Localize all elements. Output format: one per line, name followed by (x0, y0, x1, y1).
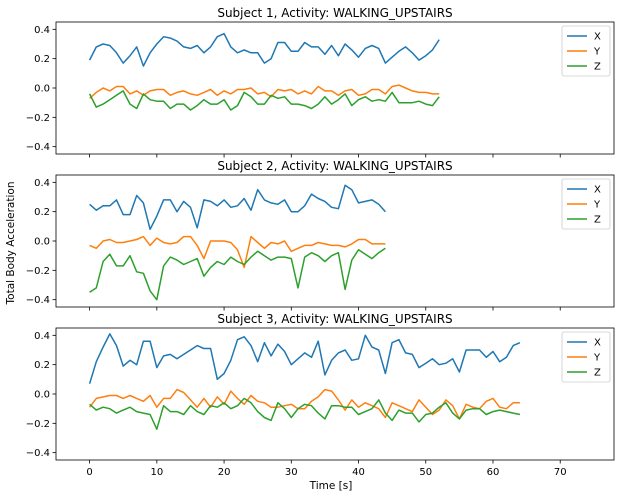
x-tick-label: 50 (419, 467, 432, 478)
x-tick-label: 60 (487, 467, 500, 478)
x-tick-label: 40 (352, 467, 365, 478)
x-tick-label: 10 (150, 467, 163, 478)
legend-label-x: X (594, 338, 601, 349)
legend-label-y: Y (593, 47, 601, 58)
chart-title: Subject 1, Activity: WALKING_UPSTAIRS (217, 6, 452, 20)
legend-label-z: Z (594, 62, 601, 73)
series-line-y (89, 388, 520, 420)
chart-panels: Subject 1, Activity: WALKING_UPSTAIRS −0.… (26, 6, 615, 478)
legend-label-x: X (594, 185, 601, 196)
y-tick-label: 0.0 (34, 390, 50, 401)
y-tick-label: 0.2 (34, 360, 50, 371)
series-line-z (89, 247, 386, 301)
figure-xlabel: Time [s] (309, 480, 353, 492)
y-tick-label: 0.2 (34, 207, 50, 218)
x-tick-label: 30 (285, 467, 298, 478)
plot-frame (55, 174, 615, 308)
plot-frame (55, 327, 615, 461)
series-line-x (89, 184, 386, 231)
x-tick-label: 70 (554, 467, 567, 478)
y-tick-label: −0.4 (26, 142, 50, 153)
y-tick-label: −0.2 (26, 266, 50, 277)
legend: XYZ (561, 331, 611, 383)
x-tick-label: 20 (218, 467, 231, 478)
y-tick-label: 0.0 (34, 237, 50, 248)
series-line-x (88, 32, 440, 67)
series-line-z (88, 90, 440, 111)
figure-ylabel: Total Body Acceleration (5, 182, 17, 306)
chart-panel-2: Subject 2, Activity: WALKING_UPSTAIRS −0.… (26, 159, 615, 311)
y-tick-label: −0.4 (26, 295, 50, 306)
series-line-y (89, 84, 440, 99)
series-line-x (88, 333, 521, 384)
chart-title: Subject 2, Activity: WALKING_UPSTAIRS (217, 159, 452, 173)
legend: XYZ (561, 178, 611, 230)
chart-panel-3: Subject 3, Activity: WALKING_UPSTAIRS −0.… (26, 312, 615, 478)
legend-label-z: Z (594, 215, 601, 226)
chart-panel-1: Subject 1, Activity: WALKING_UPSTAIRS −0.… (26, 6, 615, 158)
y-tick-label: −0.4 (26, 448, 50, 459)
series-line-y (89, 235, 386, 269)
y-tick-label: −0.2 (26, 113, 50, 124)
series-line-z (89, 397, 521, 430)
legend-label-z: Z (594, 368, 601, 379)
legend-label-y: Y (593, 200, 601, 211)
y-tick-label: 0.4 (34, 25, 50, 36)
x-tick-label: 0 (86, 467, 92, 478)
legend-label-x: X (594, 32, 601, 43)
y-tick-label: −0.2 (26, 419, 50, 430)
legend: XYZ (561, 25, 611, 77)
y-tick-label: 0.0 (34, 84, 50, 95)
plot-frame (55, 21, 615, 155)
chart-title: Subject 3, Activity: WALKING_UPSTAIRS (217, 312, 452, 326)
y-tick-label: 0.4 (34, 178, 50, 189)
legend-label-y: Y (593, 353, 601, 364)
y-tick-label: 0.2 (34, 54, 50, 65)
y-tick-label: 0.4 (34, 331, 50, 342)
